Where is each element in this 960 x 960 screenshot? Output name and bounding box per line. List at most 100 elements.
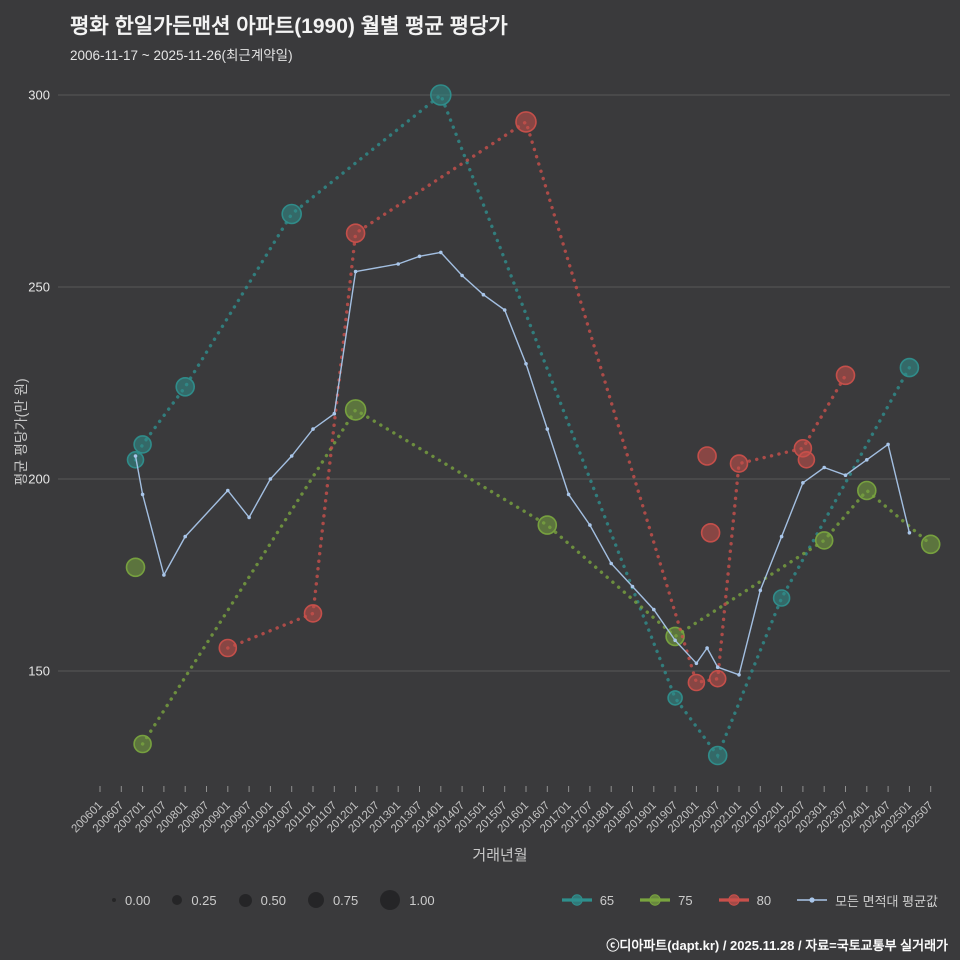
average-line-vertex[interactable] bbox=[630, 584, 635, 589]
average-line-vertex[interactable] bbox=[907, 531, 912, 535]
size-legend-item: 0.50 bbox=[238, 893, 286, 908]
legend-item-75[interactable]: 75 bbox=[638, 892, 693, 908]
size-legend-item: 0.25 bbox=[172, 892, 217, 908]
series-line-80 bbox=[226, 119, 848, 685]
average-line-vertex[interactable] bbox=[481, 292, 486, 297]
chart-legend: 0.00 0.25 0.50 0.75 1.00 65 75 80 모든 면적대 평균값 bbox=[0, 890, 960, 910]
legend-item-label: 75 bbox=[678, 892, 693, 908]
average-line-vertex[interactable] bbox=[673, 638, 677, 643]
average-line-vertex[interactable] bbox=[779, 534, 784, 539]
average-line-vertex[interactable] bbox=[140, 492, 145, 497]
average-line-vertex[interactable] bbox=[715, 665, 720, 669]
size-legend-dot bbox=[172, 895, 183, 905]
average-line-vertex[interactable] bbox=[502, 308, 507, 312]
data-point-80[interactable] bbox=[515, 111, 537, 133]
data-point-65[interactable] bbox=[899, 357, 920, 378]
data-point-75[interactable] bbox=[920, 534, 941, 555]
y-axis-title: 평균 평당가(만 원) bbox=[13, 378, 29, 486]
average-line-vertex[interactable] bbox=[524, 362, 528, 366]
average-line bbox=[134, 251, 911, 676]
data-point-80[interactable] bbox=[345, 223, 366, 243]
average-line-vertex[interactable] bbox=[311, 427, 315, 431]
credit-footer: ⓒ디아파트(dapt.kr) / 2025.11.28 / 자료=국토교통부 실… bbox=[606, 938, 948, 953]
legend-item-label: 모든 면적대 평균값 bbox=[835, 893, 938, 909]
y-tick-label: 250 bbox=[28, 280, 50, 295]
average-line-vertex[interactable] bbox=[289, 454, 294, 458]
x-axis-title: 거래년월 bbox=[472, 847, 528, 864]
data-point-65[interactable] bbox=[133, 435, 152, 454]
data-point-75[interactable] bbox=[125, 557, 146, 578]
data-point-65[interactable] bbox=[429, 84, 452, 106]
average-line-vertex[interactable] bbox=[566, 492, 571, 497]
size-legend-dot bbox=[112, 898, 116, 902]
data-point-65[interactable] bbox=[772, 589, 791, 607]
size-legend-item: 1.00 bbox=[380, 890, 435, 910]
data-point-75[interactable] bbox=[814, 531, 834, 550]
price-chart[interactable]: 3002502001502006012006072007012007072008… bbox=[0, 0, 960, 880]
data-point-65[interactable] bbox=[281, 203, 303, 225]
data-point-80[interactable] bbox=[687, 673, 706, 692]
average-line-vertex[interactable] bbox=[705, 646, 709, 650]
average-line-vertex[interactable] bbox=[183, 534, 187, 539]
data-point-75[interactable] bbox=[344, 399, 367, 421]
legend-item-label: 65 bbox=[599, 892, 615, 908]
average-line-vertex[interactable] bbox=[226, 488, 230, 493]
average-line-vertex[interactable] bbox=[439, 250, 443, 255]
size-legend-item: 0.00 bbox=[112, 893, 150, 908]
data-point-80[interactable] bbox=[700, 522, 721, 543]
average-line-vertex[interactable] bbox=[162, 573, 166, 577]
size-legend-dot bbox=[238, 893, 252, 907]
data-point-80[interactable] bbox=[697, 446, 717, 466]
data-point-80[interactable] bbox=[835, 365, 856, 386]
legend-marker-icon bbox=[561, 894, 592, 906]
average-line-vertex[interactable] bbox=[133, 454, 138, 458]
legend-item-80[interactable]: 80 bbox=[717, 892, 771, 908]
legend-item-avg[interactable]: 모든 면적대 평균값 bbox=[795, 891, 938, 910]
data-point-80[interactable] bbox=[708, 669, 727, 688]
legend-item-65[interactable]: 65 bbox=[560, 892, 614, 908]
average-line-vertex[interactable] bbox=[865, 458, 869, 462]
average-line-vertex[interactable] bbox=[268, 477, 273, 481]
size-legend-dot bbox=[380, 890, 401, 910]
average-line-vertex[interactable] bbox=[694, 661, 699, 666]
data-point-80[interactable] bbox=[303, 604, 323, 623]
data-point-80[interactable] bbox=[218, 638, 238, 658]
y-tick-label: 150 bbox=[28, 664, 50, 679]
average-line-vertex[interactable] bbox=[801, 481, 805, 485]
average-line-vertex[interactable] bbox=[652, 607, 656, 612]
size-legend-dot bbox=[307, 892, 324, 908]
average-line-vertex[interactable] bbox=[758, 588, 763, 593]
data-point-65[interactable] bbox=[707, 745, 728, 766]
data-point-75[interactable] bbox=[133, 734, 152, 754]
average-line-vertex[interactable] bbox=[545, 427, 550, 431]
average-line-vertex[interactable] bbox=[588, 523, 592, 527]
y-tick-label: 200 bbox=[28, 472, 50, 487]
data-point-80[interactable] bbox=[729, 454, 749, 473]
size-legend: 0.00 0.25 0.50 0.75 1.00 bbox=[112, 890, 435, 910]
size-legend-item: 0.75 bbox=[307, 892, 358, 908]
average-line-vertex[interactable] bbox=[737, 673, 741, 677]
average-line-vertex[interactable] bbox=[843, 473, 848, 478]
data-point-75[interactable] bbox=[856, 480, 877, 501]
average-line-vertex[interactable] bbox=[247, 515, 251, 520]
legend-marker-icon bbox=[797, 897, 828, 903]
average-line-vertex[interactable] bbox=[417, 254, 422, 259]
legend-marker-icon bbox=[640, 894, 671, 906]
size-legend-label: 0.25 bbox=[191, 892, 217, 908]
average-line-vertex[interactable] bbox=[822, 465, 826, 470]
y-tick-label: 300 bbox=[28, 88, 50, 103]
average-line-vertex[interactable] bbox=[886, 442, 890, 447]
average-line-vertex[interactable] bbox=[396, 262, 401, 266]
data-point-65[interactable] bbox=[667, 690, 683, 706]
average-line-vertex[interactable] bbox=[332, 411, 337, 416]
data-point-75[interactable] bbox=[537, 515, 558, 535]
size-legend-label: 0.00 bbox=[125, 892, 151, 908]
series-legend: 65 75 80 모든 면적대 평균값 bbox=[560, 891, 938, 910]
series-line-65 bbox=[133, 92, 912, 759]
average-line-vertex[interactable] bbox=[353, 269, 358, 274]
data-point-65[interactable] bbox=[175, 376, 195, 397]
average-line-vertex[interactable] bbox=[460, 273, 464, 278]
average-line-vertex[interactable] bbox=[609, 561, 613, 566]
data-point-80[interactable] bbox=[797, 450, 816, 469]
